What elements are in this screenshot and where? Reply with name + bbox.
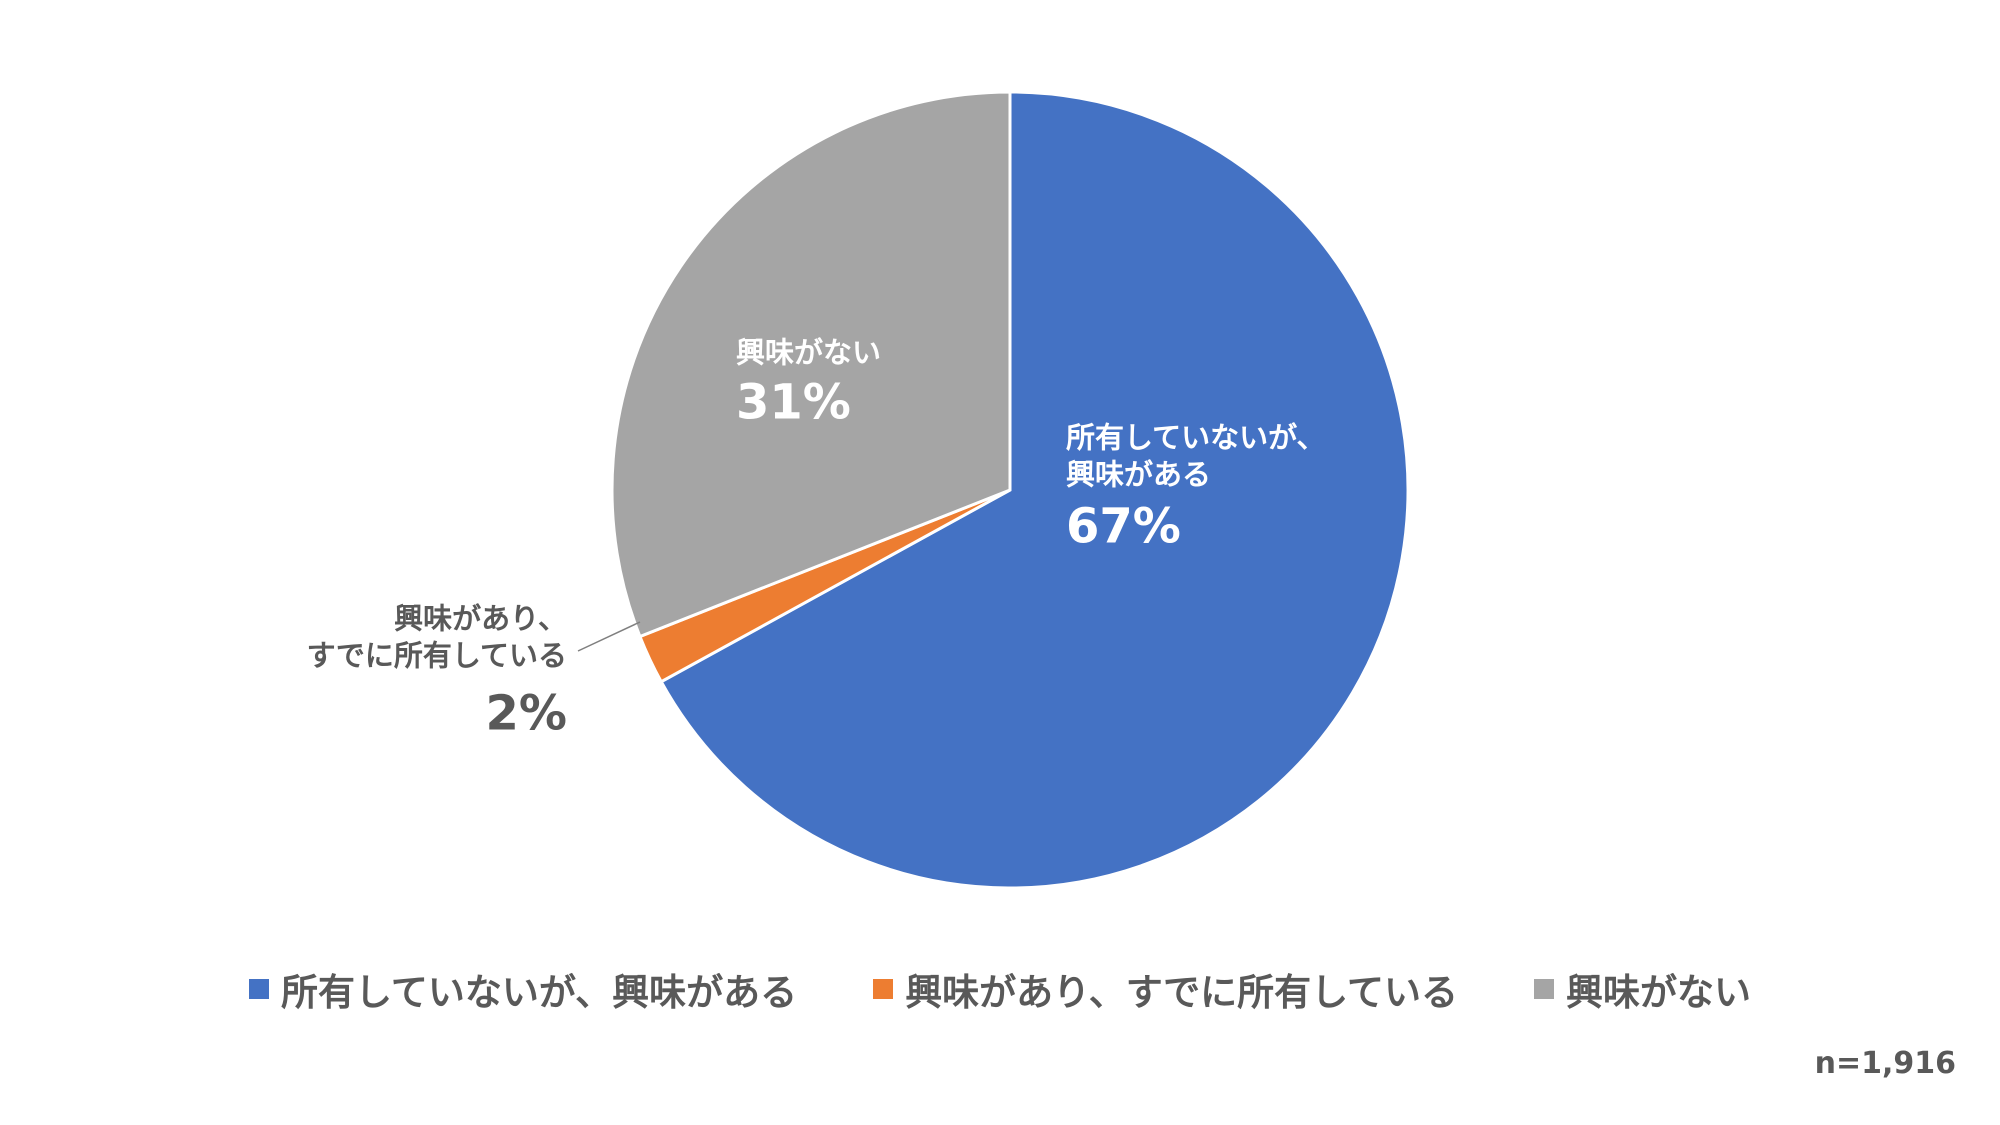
slice-label-name-2-0: 興味がない [736, 336, 881, 370]
slice-label-percent-2: 31% [736, 375, 851, 431]
slice-label-name-0-1: 興味がある [1066, 458, 1211, 492]
slice-label-percent-1: 2% [486, 686, 568, 742]
legend: 所有していないが、興味がある 興味があり、すでに所有している 興味がない [0, 964, 2000, 1014]
slice-label-name-1-0: 興味があり、 [394, 602, 567, 636]
pie-labels: 所有していないが、興味がある 67% 興味があり、すでに所有している 2% 興味がない 3… [307, 336, 1326, 742]
legend-swatch [1533, 979, 1554, 999]
legend-item-not-interested: 興味がない [1533, 962, 1751, 1016]
legend-swatch [873, 979, 894, 999]
leader-line [577, 621, 641, 652]
pie-slice-2 [610, 90, 1012, 639]
legend-label: 所有していないが、興味がある [281, 971, 798, 1014]
slice-label-name-1-1: すでに所有している [307, 639, 567, 673]
pie-slice-0 [659, 90, 1410, 890]
legend-label: 興味がない [1565, 971, 1751, 1014]
slice-label-percent-0: 67% [1066, 499, 1181, 555]
legend-label: 興味があり、すでに所有している [905, 971, 1458, 1014]
legend-item-interested-not-owned: 所有していないが、興味がある [249, 962, 797, 1016]
sample-size-note: n=1,916 [1814, 1046, 1956, 1081]
slice-label-name-0-0: 所有していないが、 [1066, 421, 1326, 455]
legend-item-interested-owned: 興味があり、すでに所有している [873, 962, 1458, 1016]
pie-slices [610, 90, 1410, 890]
legend-swatch [249, 979, 270, 999]
